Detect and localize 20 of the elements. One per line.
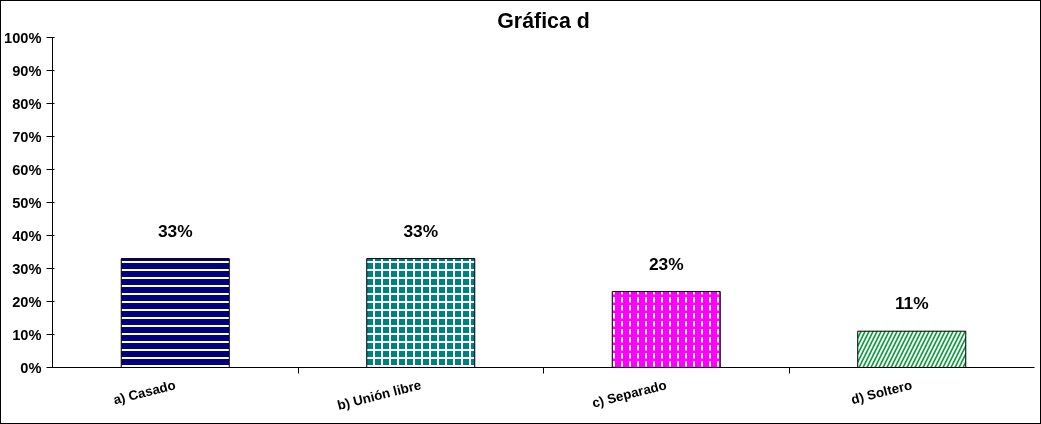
x-tick-label: b) Unión libre bbox=[335, 377, 423, 414]
y-tick-label: 100% bbox=[4, 29, 42, 46]
y-tick-label: 50% bbox=[12, 194, 42, 211]
data-label: 23% bbox=[648, 253, 684, 274]
y-tick-label: 80% bbox=[12, 95, 42, 112]
x-tick-label: c) Separado bbox=[590, 377, 669, 411]
y-tick-label: 90% bbox=[12, 62, 42, 79]
chart-title: Gráfica d bbox=[497, 8, 590, 33]
data-label: 11% bbox=[894, 293, 929, 314]
x-tick-label: d) Soltero bbox=[849, 377, 914, 408]
x-tick-label: a) Casado bbox=[111, 377, 178, 408]
y-tick-label: 30% bbox=[12, 260, 42, 277]
y-tick-label: 60% bbox=[12, 161, 42, 178]
y-tick-label: 70% bbox=[12, 128, 42, 145]
y-tick-label: 20% bbox=[12, 293, 42, 310]
y-tick-label: 0% bbox=[20, 359, 42, 376]
y-tick-label: 40% bbox=[12, 227, 42, 244]
data-label: 33% bbox=[157, 220, 193, 241]
data-label: 33% bbox=[403, 220, 439, 241]
y-tick-label: 10% bbox=[12, 326, 42, 343]
